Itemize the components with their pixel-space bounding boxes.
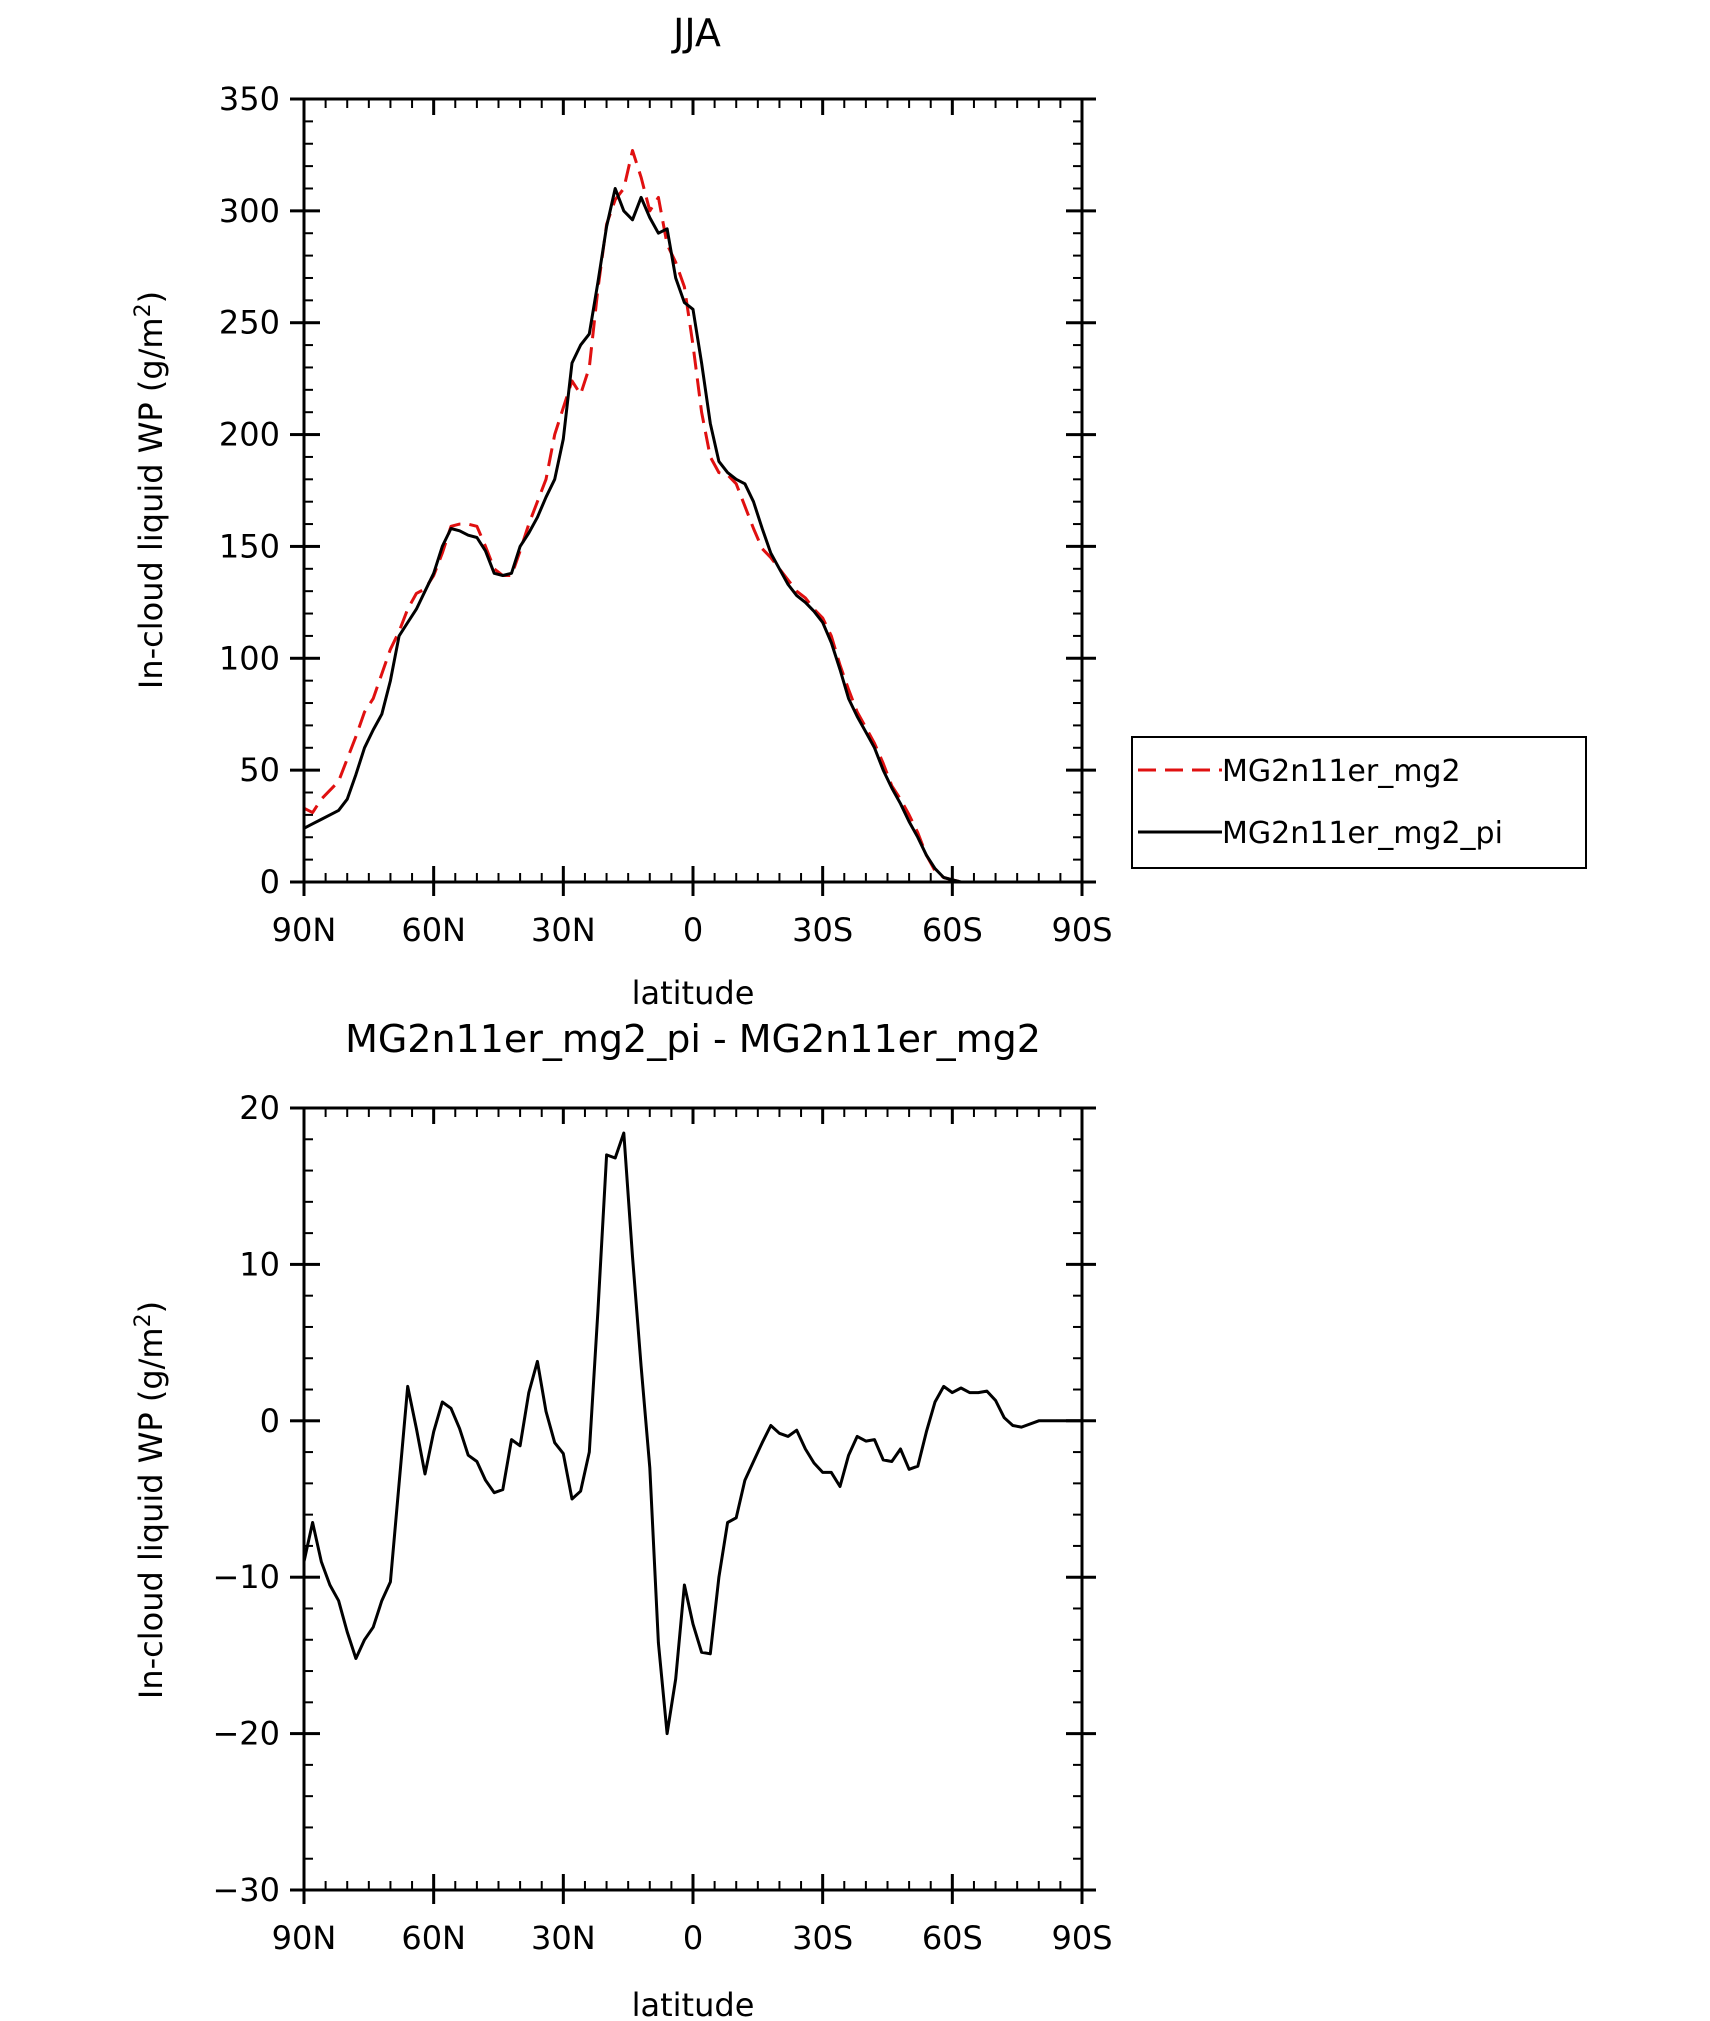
top-y-axis-label: In-cloud liquid WP (g/m2) [131, 291, 170, 689]
top-x-tick-label: 30N [531, 911, 596, 949]
bottom-y-tick-label: −10 [212, 1558, 280, 1596]
top-panel: JJA 90N 60N 30N 0 30S 60S 90S 0 50 100 150 200 250 30… [131, 11, 1113, 1012]
top-series-line-0 [303, 149, 1082, 884]
legend: MG2n11er_mg2 MG2n11er_mg2_pi [1131, 736, 1587, 869]
bottom-y-tick-label: −20 [212, 1715, 280, 1753]
bottom-series-layer [302, 1131, 1082, 1736]
bottom-y-tick-label: 20 [239, 1089, 280, 1127]
bottom-x-tick-label: 0 [683, 1919, 703, 1957]
bottom-panel: MG2n11er_mg2_pi - MG2n11er_mg2 90N 60N 30N… [131, 1017, 1113, 2021]
bottom-x-tick-label: 60N [401, 1919, 466, 1957]
top-y-tick-label: 200 [219, 416, 280, 454]
top-x-tick-label: 30S [792, 911, 853, 949]
bottom-y-tick-label: −30 [212, 1871, 280, 1909]
top-x-axis-label: latitude [632, 974, 755, 1012]
top-x-tick-label: 0 [683, 911, 703, 949]
bottom-chart-title: MG2n11er_mg2_pi - MG2n11er_mg2 [345, 1017, 1041, 1061]
top-series-line-1 [303, 187, 1082, 884]
top-y-tick-label: 100 [219, 639, 280, 677]
top-series-layer [303, 149, 1082, 884]
bottom-x-tick-label: 60S [922, 1919, 983, 1957]
bottom-x-tick-label: 90S [1051, 1919, 1112, 1957]
top-y-tick-label: 350 [219, 80, 280, 118]
top-y-tick-label: 250 [219, 304, 280, 342]
top-y-tick-label: 150 [219, 527, 280, 565]
bottom-tick-layer: 90N 60N 30N 0 30S 60S 90S −30 −20 −10 0 10 20 [212, 1089, 1112, 1957]
top-y-tick-label: 50 [239, 751, 280, 789]
bottom-x-tick-label: 30N [531, 1919, 596, 1957]
legend-label-mg2-pi: MG2n11er_mg2_pi [1222, 816, 1503, 851]
top-x-tick-label: 60N [401, 911, 466, 949]
bottom-y-tick-label: 10 [239, 1245, 280, 1283]
top-y-tick-label: 300 [219, 192, 280, 230]
top-chart-title: JJA [671, 11, 721, 55]
top-x-tick-label: 90S [1051, 911, 1112, 949]
bottom-x-tick-label: 90N [272, 1919, 337, 1957]
legend-box [1131, 736, 1587, 869]
bottom-x-axis-label: latitude [632, 1986, 755, 2021]
top-tick-layer: 90N 60N 30N 0 30S 60S 90S 0 50 100 150 200 250 300 350 [219, 80, 1113, 949]
top-plot-frame [302, 97, 1084, 884]
bottom-y-tick-label: 0 [260, 1402, 280, 1440]
bottom-y-axis-label: In-cloud liquid WP (g/m2) [131, 1301, 170, 1699]
legend-label-mg2: MG2n11er_mg2 [1222, 754, 1461, 789]
bottom-plot-frame [302, 1106, 1084, 1892]
bottom-x-tick-label: 30S [792, 1919, 853, 1957]
top-x-tick-label: 90N [272, 911, 337, 949]
top-y-tick-label: 0 [260, 863, 280, 901]
bottom-series-line-0 [302, 1131, 1082, 1736]
top-x-tick-label: 60S [922, 911, 983, 949]
